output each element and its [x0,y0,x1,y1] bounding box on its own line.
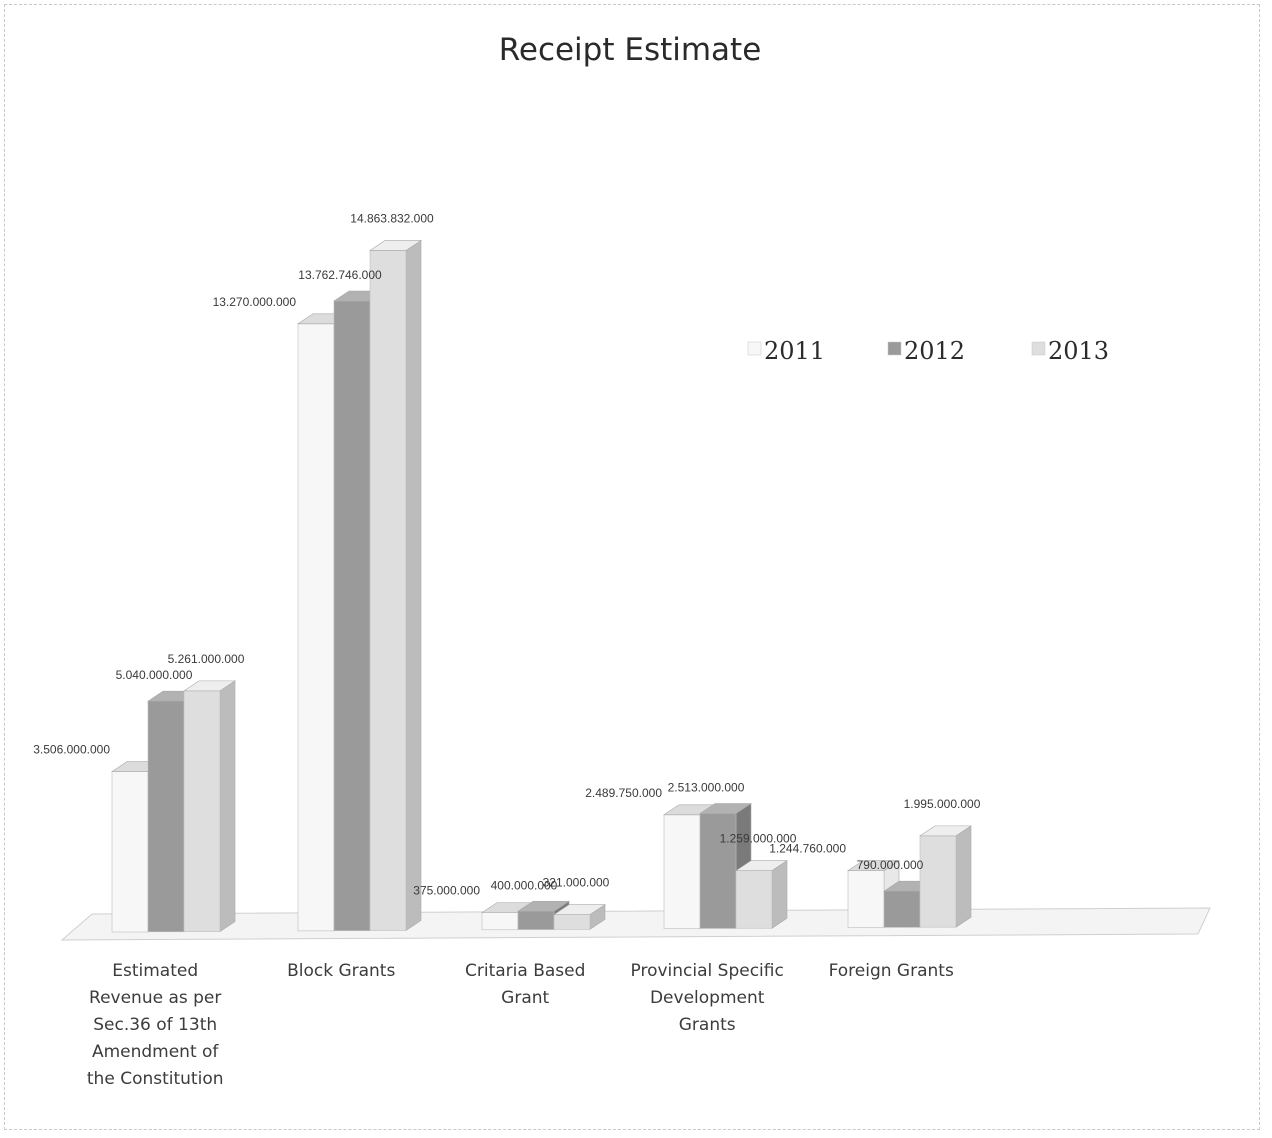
legend-item-2012: 2012 [887,337,965,365]
data-label-2011-2: 375.000.000 [413,884,480,898]
data-label-2012-3: 2.513.000.000 [668,781,745,795]
bar-front [297,323,335,932]
bar-front [333,300,371,931]
bar-front [183,690,221,932]
bar-2013-1 [369,239,422,932]
bar-front [663,814,701,929]
bar-front [111,771,149,933]
bar-front [147,700,185,933]
bar-2013-3 [735,860,788,929]
category-label-3: Provincial Specific Development Grants [631,961,784,1035]
legend-label: 2011 [764,337,825,365]
bar-front [481,912,519,931]
bar-2013-4 [919,825,972,928]
chart-frame [4,4,1260,1130]
category-label-4: Foreign Grants [829,961,954,981]
legend-label: 2013 [1048,337,1109,365]
legend-item-2013: 2013 [1031,337,1109,365]
bar-front [735,870,773,929]
bar-top [919,825,972,837]
data-label-2013-1: 14.863.832.000 [350,211,434,225]
bars-group [111,239,972,933]
bar-front [699,813,737,929]
legend-label: 2012 [904,337,965,365]
legend-swatch [887,341,902,356]
bar-2013-2 [553,904,606,930]
data-label-2013-3: 1.259.000.000 [720,832,797,846]
data-label-2012-2: 400.000.000 [491,878,558,892]
data-label-2012-0: 5.040.000.000 [116,668,193,682]
bar-front [847,870,885,928]
bar-front [369,250,407,931]
bar-top [553,904,606,915]
category-label-1: Block Grants [287,961,395,981]
data-label-2012-1: 13.762.746.000 [298,268,382,282]
bar-front [553,914,591,930]
bar-2013-0 [183,680,236,933]
data-labels-group: 3.506.000.000 5.040.000.000 5.261.000.000 1… [33,211,980,897]
legend-swatch [1031,341,1046,356]
bar-side [955,825,972,928]
bar-top [699,803,752,814]
bar-side [405,239,422,932]
bar-top [369,240,422,251]
data-label-2013-4: 1.995.000.000 [904,797,981,811]
category-labels-group: Estimated Revenue as per Sec.36 of 13th Ame… [87,961,954,1089]
category-label-0: Estimated Revenue as per Sec.36 of 13th Ame… [87,961,224,1089]
bar-top [183,680,236,692]
chart-title: Receipt Estimate [499,32,762,68]
bar-top [847,860,900,871]
bar-front [919,835,957,928]
data-label-2013-0: 5.261.000.000 [168,652,245,666]
data-label-2012-4: 790.000.000 [857,858,924,872]
legend-swatch [747,341,762,356]
data-label-2011-0: 3.506.000.000 [33,743,110,757]
data-label-2011-1: 13.270.000.000 [213,295,297,309]
bar-side [219,680,236,933]
category-label-2: Critaria Based Grant [465,961,585,1008]
bar-top [735,860,788,871]
data-label-2011-3: 2.489.750.000 [585,786,662,800]
bar-top [517,900,570,912]
data-label-2013-2: 321.000.000 [543,876,610,890]
bar-front [517,910,555,930]
data-label-2011-4: 1.244.760.000 [769,842,846,856]
bar-side [771,860,788,929]
bar-front [883,890,921,928]
legend: 2011 2012 2013 [747,337,1109,365]
legend-item-2011: 2011 [747,337,825,365]
